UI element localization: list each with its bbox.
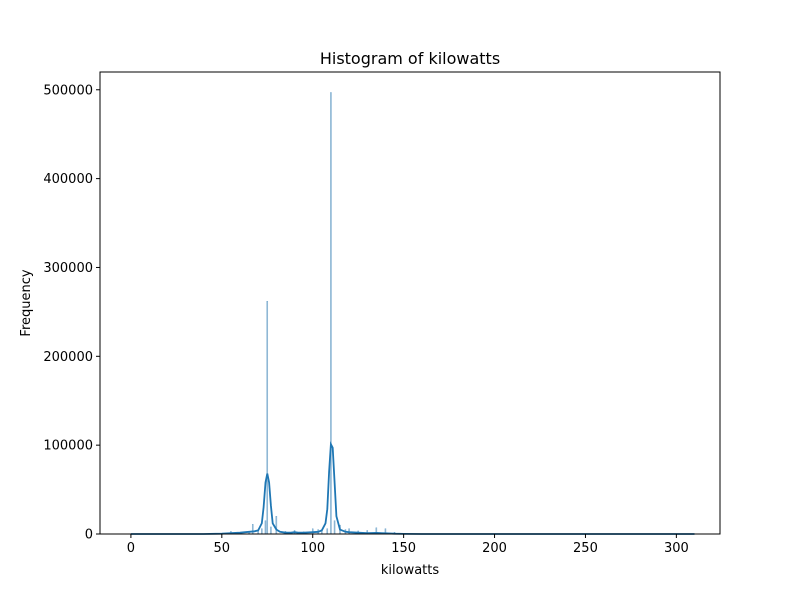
histogram-bar xyxy=(333,520,336,535)
x-axis-label: kilowatts xyxy=(381,563,439,578)
chart-title: Histogram of kilowatts xyxy=(320,49,500,68)
kde-layer xyxy=(130,440,695,535)
x-tick-label: 250 xyxy=(573,541,598,556)
y-tick-label: 200000 xyxy=(43,350,93,365)
x-tick-label: 200 xyxy=(482,541,507,556)
histogram-bar xyxy=(330,92,332,535)
x-tick-label: 50 xyxy=(214,541,231,556)
y-tick-label: 100000 xyxy=(43,439,93,454)
x-tick-label: 300 xyxy=(664,541,689,556)
y-tick-label: 500000 xyxy=(43,83,93,98)
plot-area-frame xyxy=(99,71,721,535)
bars-layer xyxy=(230,92,396,535)
y-tick-label: 400000 xyxy=(43,172,93,187)
x-tick-label: 150 xyxy=(391,541,416,556)
y-axis-label: Frequency xyxy=(19,269,34,336)
histogram-bar xyxy=(251,524,254,535)
y-tick-label: 300000 xyxy=(43,261,93,276)
histogram-bar xyxy=(261,528,263,535)
histogram-bar xyxy=(326,528,329,535)
x-tick-label: 100 xyxy=(300,541,325,556)
histogram-bar xyxy=(266,301,269,535)
x-axis: 0 50 100 150 200 250 300 xyxy=(127,534,689,556)
x-tick-label: 0 xyxy=(127,541,135,556)
y-tick-label: 0 xyxy=(85,528,93,543)
y-axis: 0 100000 200000 300000 400000 500000 xyxy=(43,83,100,543)
histogram-bar xyxy=(264,520,267,535)
kde-line xyxy=(130,440,695,535)
histogram-bar xyxy=(270,526,272,535)
histogram-bar xyxy=(275,516,278,535)
